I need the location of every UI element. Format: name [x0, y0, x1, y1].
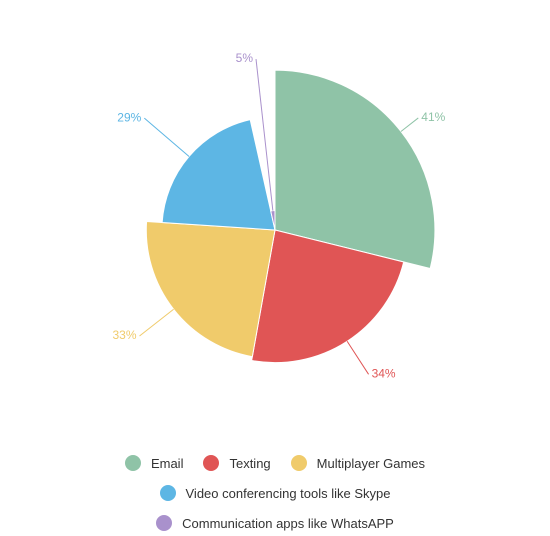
legend-item[interactable]: Email — [124, 455, 184, 471]
legend-swatch — [290, 455, 307, 471]
legend-swatch — [156, 515, 173, 531]
pie-slice — [145, 220, 276, 358]
legend-swatch — [124, 455, 141, 471]
pie-slice — [161, 119, 276, 231]
legend: Email Texting Multiplayer Games Video confe… — [25, 455, 525, 531]
data-label: 5% — [236, 51, 254, 65]
leader-line — [400, 117, 419, 132]
legend-label: Communication apps like WhatsAPP — [182, 515, 394, 531]
legend-item[interactable]: Multiplayer Games — [290, 455, 426, 471]
leader-line — [139, 308, 174, 337]
legend-item[interactable]: Communication apps like WhatsAPP — [156, 515, 394, 531]
pie-slice — [274, 69, 436, 270]
leader-line — [144, 117, 190, 157]
data-label: 29% — [117, 110, 141, 124]
legend-swatch — [159, 485, 176, 501]
data-label: 33% — [112, 328, 136, 342]
chart: 41% 34% 33% 29% 5% — [112, 51, 445, 380]
legend-item[interactable]: Texting — [203, 455, 271, 471]
legend-label: Video conferencing tools like Skype — [185, 485, 391, 501]
pie-slice — [251, 229, 405, 364]
legend-swatch — [203, 455, 220, 471]
data-label: 41% — [421, 110, 445, 124]
legend-label: Email — [150, 455, 184, 471]
data-label: 34% — [372, 366, 396, 380]
leader-line — [346, 340, 369, 375]
legend-label: Multiplayer Games — [316, 455, 426, 471]
legend-item[interactable]: Video conferencing tools like Skype — [159, 485, 391, 501]
leader-line — [255, 58, 274, 211]
legend-label: Texting — [229, 455, 271, 471]
